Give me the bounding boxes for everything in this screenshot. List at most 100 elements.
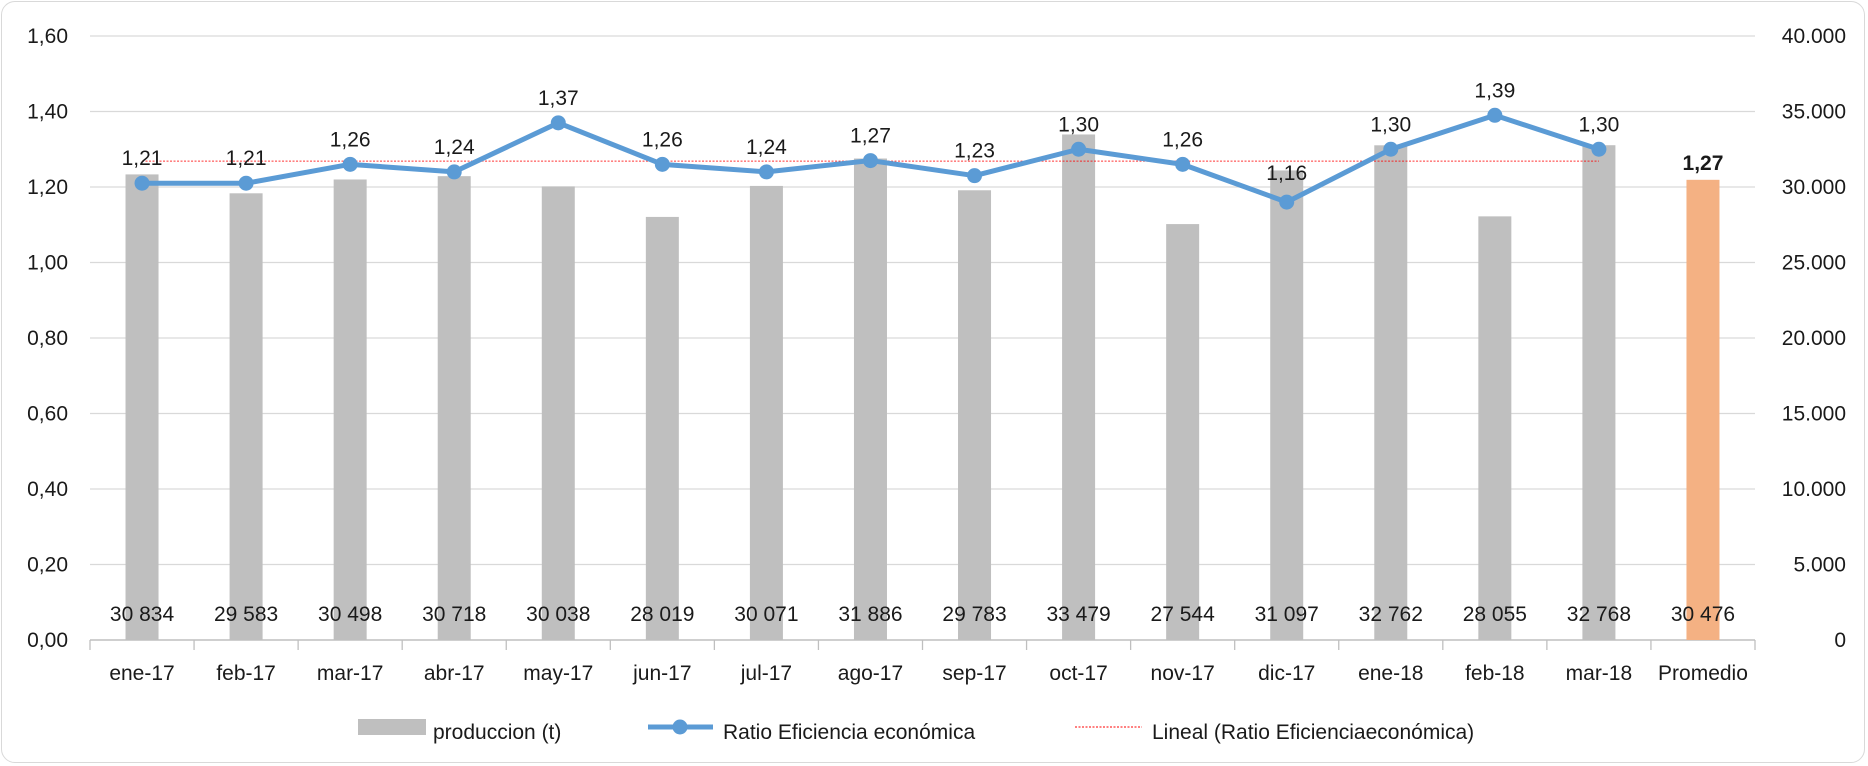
- production-value-label: 28 019: [630, 603, 694, 626]
- x-category-label: nov-17: [1151, 662, 1215, 685]
- x-category-label: sep-17: [942, 662, 1006, 685]
- y-right-tick-label: 0: [1834, 629, 1846, 652]
- production-bar: [1582, 145, 1616, 641]
- production-bar: [229, 193, 263, 641]
- y-left-tick-label: 0,40: [27, 478, 68, 501]
- ratio-data-label: 1,26: [1162, 128, 1203, 151]
- ratio-point: [1175, 156, 1191, 172]
- y-left-tick-label: 0,20: [27, 554, 68, 577]
- y-right-tick-label: 20.000: [1782, 327, 1846, 350]
- x-category-label: jun-17: [632, 662, 691, 685]
- production-bar: [1062, 134, 1096, 640]
- production-value-label: 29 783: [942, 603, 1006, 626]
- production-bar: [125, 174, 159, 640]
- x-category-label: mar-17: [317, 662, 384, 685]
- legend-label-trend: Lineal (Ratio Eficienciaeconómica): [1152, 721, 1474, 744]
- production-value-label: 32 762: [1359, 603, 1423, 626]
- ratio-data-label: 1,30: [1578, 113, 1619, 136]
- y-right-tick-label: 10.000: [1782, 478, 1846, 501]
- y-left-tick-label: 1,00: [27, 252, 68, 275]
- ratio-data-label: 1,39: [1474, 79, 1515, 102]
- production-value-label: 31 886: [838, 603, 902, 626]
- average-bar: [1686, 179, 1720, 641]
- x-category-label: feb-18: [1465, 662, 1525, 685]
- x-category-label: dic-17: [1258, 662, 1315, 685]
- y-left-tick-label: 1,20: [27, 176, 68, 199]
- ratio-point: [1487, 107, 1503, 123]
- ratio-data-label: 1,16: [1266, 162, 1307, 185]
- production-bar: [958, 190, 992, 640]
- x-category-label: ago-17: [838, 662, 903, 685]
- ratio-point: [134, 175, 150, 191]
- legend-label-bars: produccion (t): [433, 721, 561, 744]
- production-bar: [333, 179, 367, 640]
- production-value-label: 28 055: [1463, 603, 1527, 626]
- y-left-tick-label: 0,60: [27, 403, 68, 426]
- ratio-data-label: 1,30: [1058, 113, 1099, 136]
- production-value-label: 29 583: [214, 603, 278, 626]
- ratio-data-label: 1,30: [1370, 113, 1411, 136]
- y-right-tick-label: 15.000: [1782, 403, 1846, 426]
- y-left-tick-label: 1,40: [27, 101, 68, 124]
- ratio-data-label: 1,26: [330, 128, 371, 151]
- x-category-label: Promedio: [1658, 662, 1748, 685]
- y-left-tick-label: 1,60: [27, 25, 68, 48]
- ratio-point: [446, 164, 462, 180]
- y-right-tick-label: 5.000: [1793, 554, 1846, 577]
- legend-swatch-marker: [672, 719, 688, 735]
- production-value-label: 30 476: [1671, 603, 1735, 626]
- production-bar: [1166, 224, 1200, 640]
- ratio-point: [550, 115, 566, 131]
- ratio-point: [862, 153, 878, 169]
- production-value-label: 30 718: [422, 603, 486, 626]
- average-ratio-label: 1,27: [1683, 152, 1724, 175]
- production-bar: [1270, 170, 1304, 640]
- production-value-label: 33 479: [1046, 603, 1110, 626]
- ratio-data-label: 1,37: [538, 87, 579, 110]
- production-bar: [1478, 216, 1512, 640]
- production-value-label: 27 544: [1151, 603, 1216, 626]
- ratio-data-label: 1,24: [434, 136, 475, 159]
- ratio-point: [967, 168, 983, 184]
- ratio-point: [1071, 141, 1087, 157]
- production-value-label: 32 768: [1567, 603, 1631, 626]
- x-category-label: mar-18: [1566, 662, 1633, 685]
- production-value-label: 30 834: [110, 603, 175, 626]
- ratio-point: [1591, 141, 1607, 157]
- ratio-data-label: 1,23: [954, 140, 995, 163]
- x-category-label: ene-17: [109, 662, 174, 685]
- ratio-point: [342, 156, 358, 172]
- ratio-point: [1383, 141, 1399, 157]
- y-left-tick-label: 0,00: [27, 629, 68, 652]
- x-category-label: may-17: [523, 662, 593, 685]
- production-value-label: 30 038: [526, 603, 590, 626]
- ratio-point: [1279, 194, 1295, 210]
- y-right-tick-label: 35.000: [1782, 101, 1846, 124]
- ratio-point: [654, 156, 670, 172]
- x-category-label: jul-17: [740, 662, 792, 685]
- production-value-label: 31 097: [1255, 603, 1319, 626]
- ratio-data-label: 1,21: [122, 147, 163, 170]
- y-right-tick-label: 40.000: [1782, 25, 1846, 48]
- x-category-label: abr-17: [424, 662, 485, 685]
- ratio-point: [758, 164, 774, 180]
- y-right-tick-label: 25.000: [1782, 252, 1846, 275]
- production-bar: [645, 216, 679, 641]
- x-category-label: ene-18: [1358, 662, 1423, 685]
- ratio-data-label: 1,24: [746, 136, 787, 159]
- ratio-data-label: 1,21: [226, 147, 267, 170]
- production-bar: [437, 176, 471, 640]
- ratio-point: [238, 175, 254, 191]
- production-value-label: 30 071: [734, 603, 798, 626]
- ratio-data-label: 1,27: [850, 125, 891, 148]
- y-right-tick-label: 30.000: [1782, 176, 1846, 199]
- production-bar: [1374, 145, 1408, 640]
- ratio-data-label: 1,26: [642, 128, 683, 151]
- x-category-label: oct-17: [1049, 662, 1107, 685]
- production-bar: [541, 186, 575, 640]
- y-left-tick-label: 0,80: [27, 327, 68, 350]
- production-bar: [749, 185, 783, 640]
- production-value-label: 30 498: [318, 603, 382, 626]
